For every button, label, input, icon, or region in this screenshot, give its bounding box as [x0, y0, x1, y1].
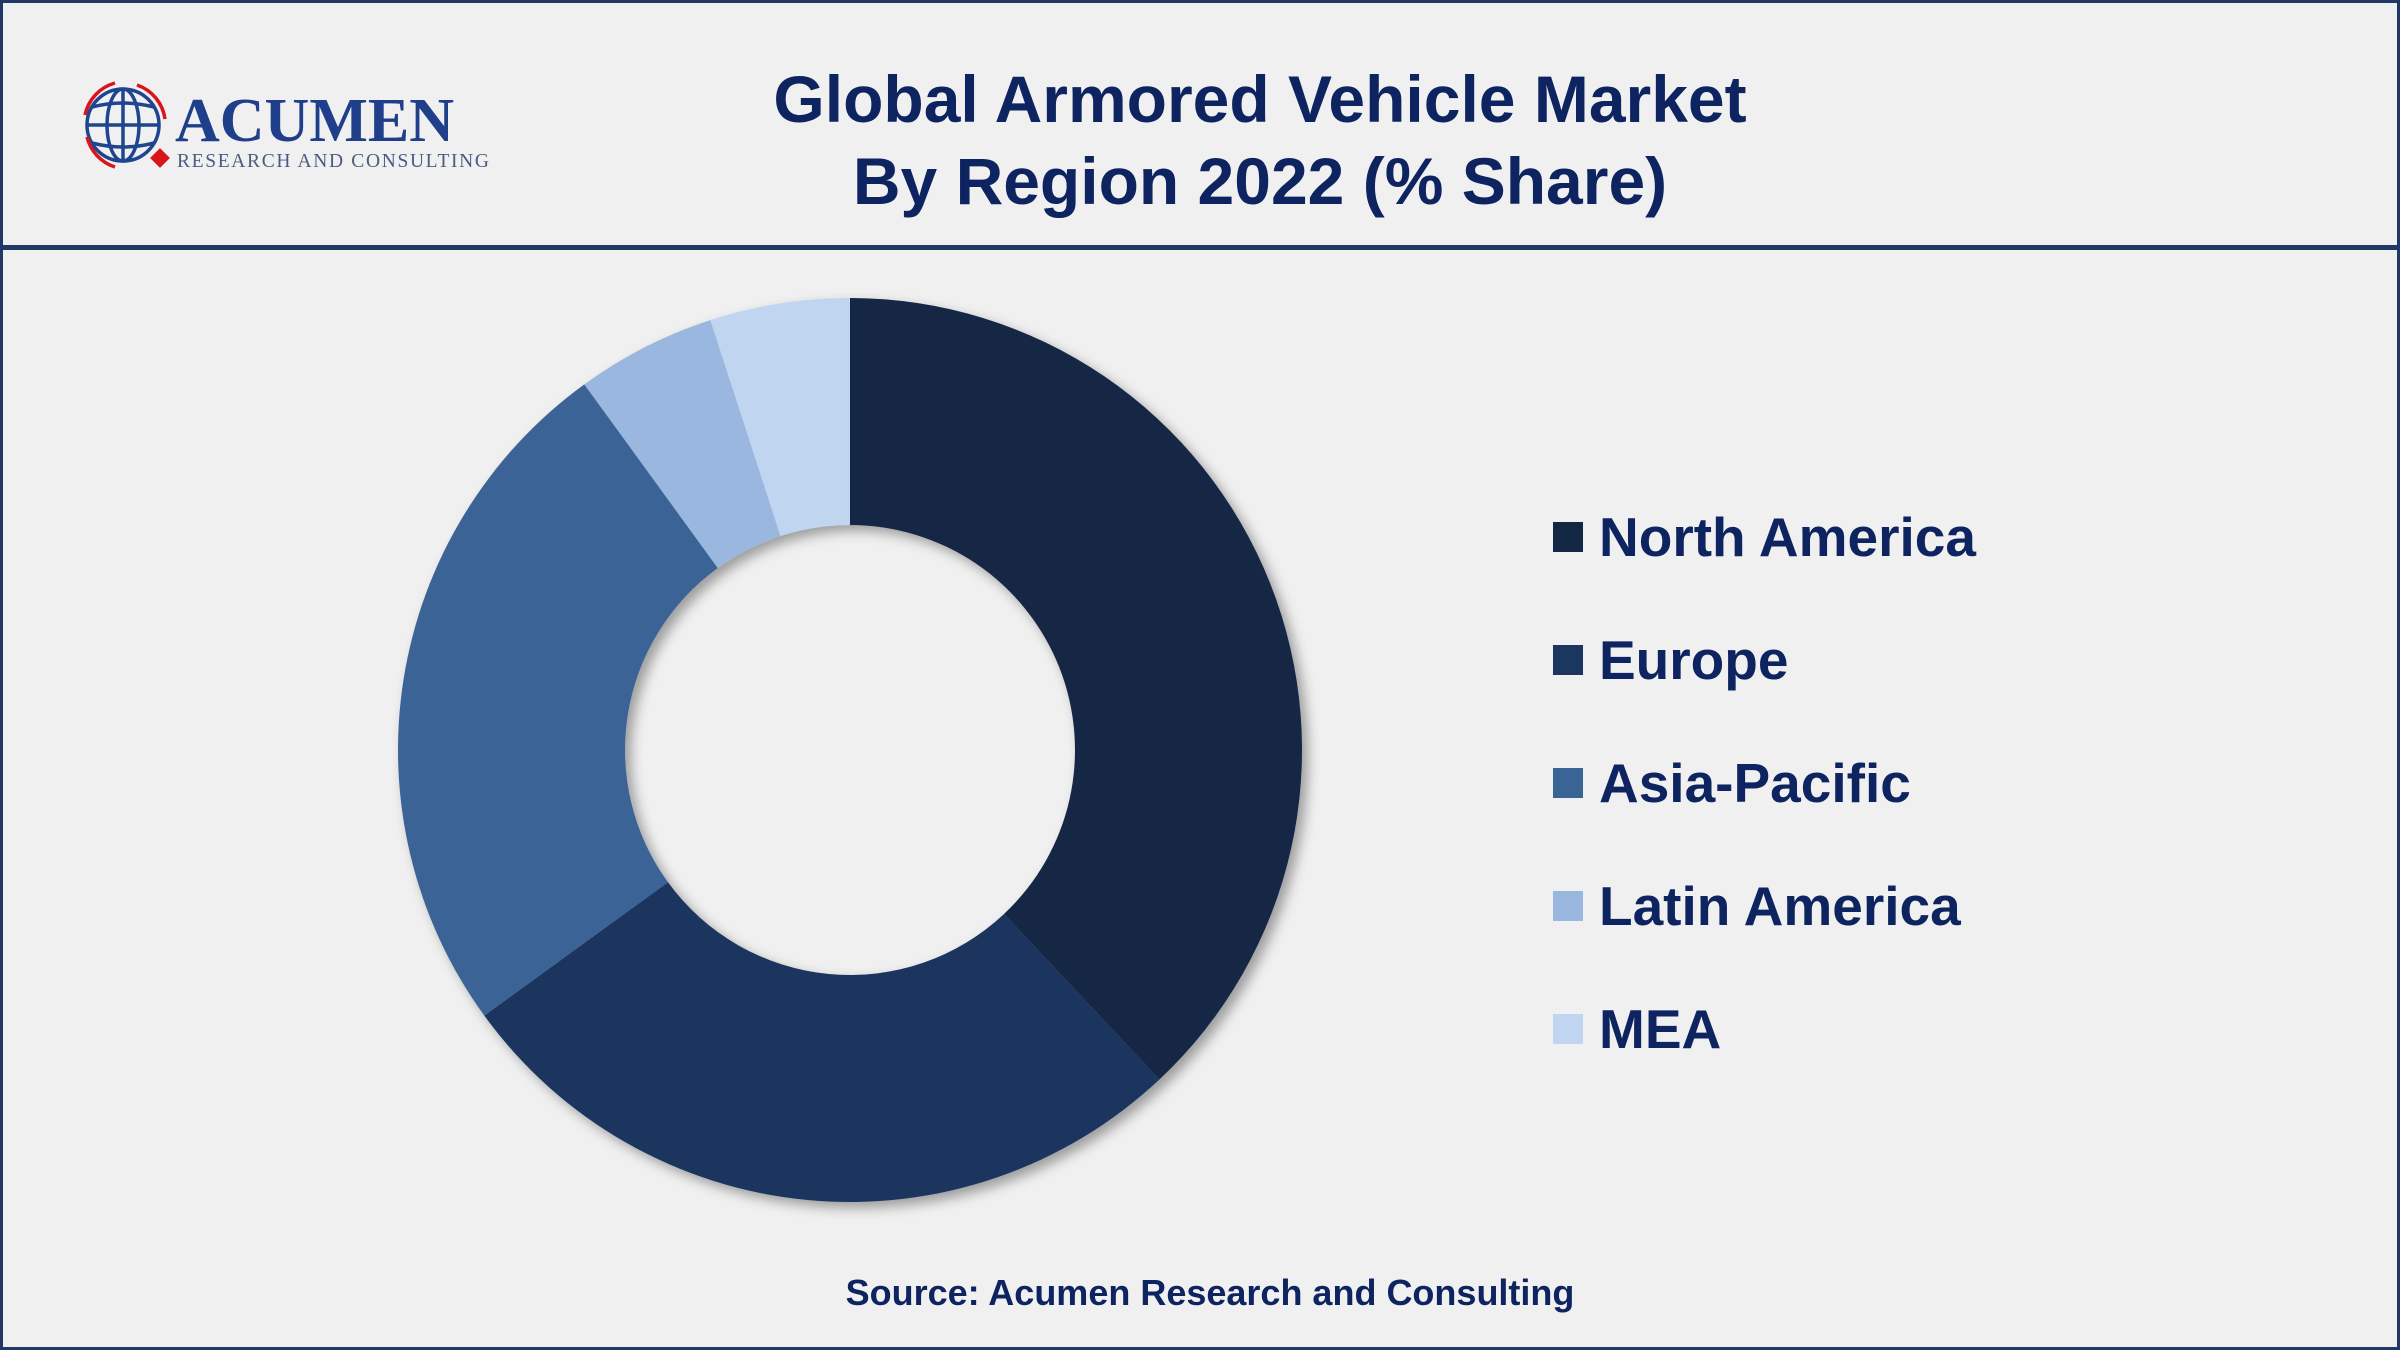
legend-item: Europe: [1553, 598, 1976, 721]
slice-north-america: [850, 298, 1303, 1080]
legend-swatch: [1553, 521, 1583, 552]
legend-swatch: [1553, 644, 1583, 675]
logo-subtext: RESEARCH AND CONSULTING: [177, 151, 489, 172]
title-line-1: Global Armored Vehicle Market: [773, 62, 1747, 136]
legend-swatch: [1553, 767, 1583, 798]
legend-item: Asia-Pacific: [1553, 721, 1976, 844]
legend-swatch: [1553, 1013, 1583, 1044]
globe-icon: [85, 87, 161, 163]
chart-title: Global Armored Vehicle Market By Region …: [620, 58, 1900, 222]
acumen-logo: ACUMEN RESEARCH AND CONSULTING: [83, 81, 489, 172]
header-divider: [0, 245, 2400, 250]
source-note: Source: Acumen Research and Consulting: [845, 1272, 1575, 1313]
legend-item: North America: [1553, 475, 1976, 598]
slice-asia-pacific: [398, 384, 718, 1016]
legend: North America Europe Asia-Pacific Latin Ame…: [1553, 475, 1976, 1090]
slice-europe: [484, 882, 1160, 1202]
legend-label: North America: [1599, 505, 1976, 568]
logo-text: ACUMEN: [175, 87, 454, 155]
legend-label: Latin America: [1599, 874, 1961, 937]
legend-item: Latin America: [1553, 844, 1976, 967]
legend-label: Europe: [1599, 628, 1789, 691]
legend-swatch: [1553, 890, 1583, 921]
slice-latin-america: [584, 320, 781, 568]
legend-item: MEA: [1553, 967, 1976, 1090]
legend-label: Asia-Pacific: [1599, 751, 1911, 814]
slice-mea: [710, 298, 850, 537]
title-line-2: By Region 2022 (% Share): [852, 144, 1668, 218]
legend-label: MEA: [1599, 997, 1722, 1060]
